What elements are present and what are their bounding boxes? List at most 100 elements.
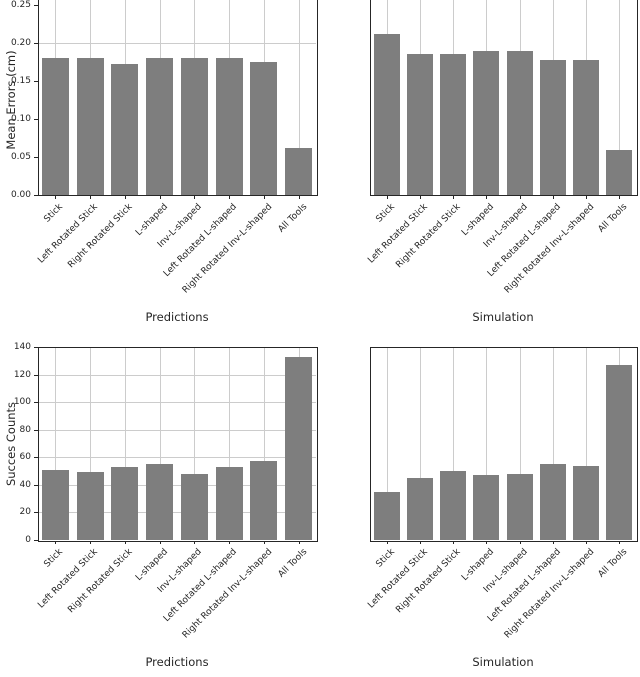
panel-bottom-left-x-tickmark	[90, 541, 91, 544]
panel-top-right-bar-l-shaped	[473, 51, 499, 195]
panel-bottom-left-vertical-gridline	[160, 347, 161, 540]
panel-top-left-bar-left-rotated-l-shaped	[216, 58, 243, 195]
panel-bottom-right-vertical-gridline	[586, 347, 587, 540]
panel-top-right-bar-all-tools	[606, 150, 632, 195]
panel-top-right-x-tickmark	[520, 196, 521, 199]
panel-bottom-right-bar-l-shaped	[473, 475, 499, 540]
panel-bottom-right-vertical-gridline	[387, 347, 388, 540]
panel-top-left-y-tick-label: 0.15	[10, 76, 31, 86]
panel-bottom-left-y-tickmark	[34, 375, 38, 376]
panel-bottom-right-x-tickmark	[387, 541, 388, 544]
panel-top-left-vertical-gridline	[299, 0, 300, 195]
panel-bottom-right-x-tick-label: Stick	[374, 547, 398, 570]
panel-top-left-y-tickmark	[34, 195, 38, 196]
panel-top-right-vertical-gridline	[619, 0, 620, 195]
panel-top-left-x-axis-title: Predictions	[145, 310, 209, 324]
panel-bottom-left-y-tick-label: 100	[13, 397, 31, 407]
panel-top-left-y-tick-label: 0.00	[10, 190, 31, 200]
panel-top-right-x-tick-label: All Tools	[596, 202, 630, 235]
panel-top-right-bar-left-rotated-stick	[407, 54, 433, 195]
panel-bottom-left-x-tick-label: All Tools	[276, 547, 310, 580]
panel-bottom-left-y-tick-label: 40	[19, 480, 31, 490]
panel-top-right-x-axis-title: Simulation	[472, 310, 534, 324]
panel-bottom-left-vertical-gridline	[264, 347, 265, 540]
panel-bottom-right-x-axis-title: Simulation	[472, 655, 534, 669]
panel-bottom-left-bar-right-rotated-stick	[111, 467, 138, 540]
panel-bottom-left-x-tickmark	[229, 541, 230, 544]
panel-top-right-x-tick-label: Stick	[374, 202, 398, 225]
panel-bottom-left-y-tickmark	[34, 540, 38, 541]
panel-bottom-left-y-tick-label: 60	[19, 452, 31, 462]
panel-top-left-x-tick-label: All Tools	[276, 202, 310, 235]
panel-top-left-y-tickmark	[34, 157, 38, 158]
panel-top-right-x-tickmark	[486, 196, 487, 199]
panel-bottom-left-horizontal-gridline	[38, 430, 316, 431]
panel-bottom-left-x-tick-label: Stick	[42, 547, 66, 570]
panel-top-left-bar-right-rotated-inv-l-shaped	[250, 62, 277, 195]
panel-top-left-x-tickmark	[194, 196, 195, 199]
panel-top-left-y-tick-label: 0.25	[10, 0, 31, 10]
panel-top-left-x-tickmark	[125, 196, 126, 199]
panel-top-right-x-tick-label: Right Rotated Stick	[394, 202, 464, 271]
panel-top-right-x-tickmark	[387, 196, 388, 199]
panel-top-left-x-tickmark	[264, 196, 265, 199]
panel-bottom-right-bar-left-rotated-stick	[407, 478, 433, 540]
panel-top-right-x-tickmark	[453, 196, 454, 199]
panel-bottom-left-horizontal-gridline	[38, 457, 316, 458]
panel-bottom-left-y-tick-label: 140	[13, 342, 31, 352]
panel-bottom-right-x-tickmark	[520, 541, 521, 544]
panel-top-left-bar-stick	[42, 58, 69, 195]
panel-top-left-bar-all-tools	[285, 148, 312, 195]
panel-bottom-right-bar-right-rotated-inv-l-shaped	[573, 466, 599, 540]
panel-bottom-left-bar-left-rotated-l-shaped	[216, 467, 243, 540]
panel-bottom-left-y-tickmark	[34, 485, 38, 486]
panel-bottom-left-y-tickmark	[34, 402, 38, 403]
panel-bottom-right-vertical-gridline	[520, 347, 521, 540]
panel-bottom-right-x-tickmark	[486, 541, 487, 544]
panel-top-left-bar-left-rotated-stick	[77, 58, 104, 195]
panel-top-left-bar-inv-l-shaped	[181, 58, 208, 195]
panel-bottom-left-horizontal-gridline	[38, 375, 316, 376]
panel-bottom-left-y-tickmark	[34, 347, 38, 348]
panel-bottom-left-y-tick-label: 120	[13, 370, 31, 380]
panel-bottom-right-x-tick-label: All Tools	[596, 547, 630, 580]
panel-bottom-right-bar-all-tools	[606, 365, 632, 540]
panel-bottom-left-x-tickmark	[194, 541, 195, 544]
panel-bottom-right-x-tick-label: Left Rotated Stick	[366, 547, 431, 611]
panel-top-right-bar-left-rotated-l-shaped	[540, 60, 566, 195]
panel-bottom-left-y-tick-label: 80	[19, 425, 31, 435]
panel-bottom-left-bar-right-rotated-inv-l-shaped	[250, 461, 277, 540]
panel-bottom-left-y-tickmark	[34, 457, 38, 458]
panel-bottom-left-vertical-gridline	[55, 347, 56, 540]
panel-bottom-left-y-tick-label: 20	[19, 507, 31, 517]
panel-bottom-right-vertical-gridline	[420, 347, 421, 540]
panel-top-left-y-tick-label: 0.20	[10, 38, 31, 48]
panel-top-left-y-tickmark	[34, 5, 38, 6]
panel-bottom-right-x-tickmark	[586, 541, 587, 544]
panel-bottom-left-vertical-gridline	[194, 347, 195, 540]
panel-bottom-left-vertical-gridline	[229, 347, 230, 540]
panel-bottom-left-y-tickmark	[34, 430, 38, 431]
panel-top-left-y-tick-label: 0.05	[10, 152, 31, 162]
panel-top-right-bar-right-rotated-stick	[440, 54, 466, 195]
panel-top-left-x-tickmark	[229, 196, 230, 199]
panel-bottom-left-horizontal-gridline	[38, 402, 316, 403]
panel-bottom-left-x-tick-label: Left Rotated Stick	[36, 547, 101, 611]
panel-top-left-x-tickmark	[160, 196, 161, 199]
panel-top-left-y-tick-label: 0.10	[10, 114, 31, 124]
panel-bottom-left-x-tick-label: Right Rotated Stick	[66, 547, 136, 616]
panel-bottom-left-x-tickmark	[160, 541, 161, 544]
panel-bottom-right-x-tickmark	[453, 541, 454, 544]
panel-top-left-bar-right-rotated-stick	[111, 64, 138, 195]
panel-top-right-x-tick-label: Left Rotated Stick	[366, 202, 431, 266]
panel-bottom-right-x-tickmark	[553, 541, 554, 544]
panel-bottom-left-horizontal-gridline	[38, 485, 316, 486]
panel-top-right-x-tickmark	[619, 196, 620, 199]
panel-top-left-x-tickmark	[55, 196, 56, 199]
panel-bottom-right-x-tickmark	[420, 541, 421, 544]
panel-bottom-right-x-tickmark	[619, 541, 620, 544]
panel-bottom-left-vertical-gridline	[90, 347, 91, 540]
panel-top-left-x-tick-label: Right Rotated Stick	[66, 202, 136, 271]
panel-bottom-left-y-axis-title: Succes Counts	[4, 401, 18, 487]
